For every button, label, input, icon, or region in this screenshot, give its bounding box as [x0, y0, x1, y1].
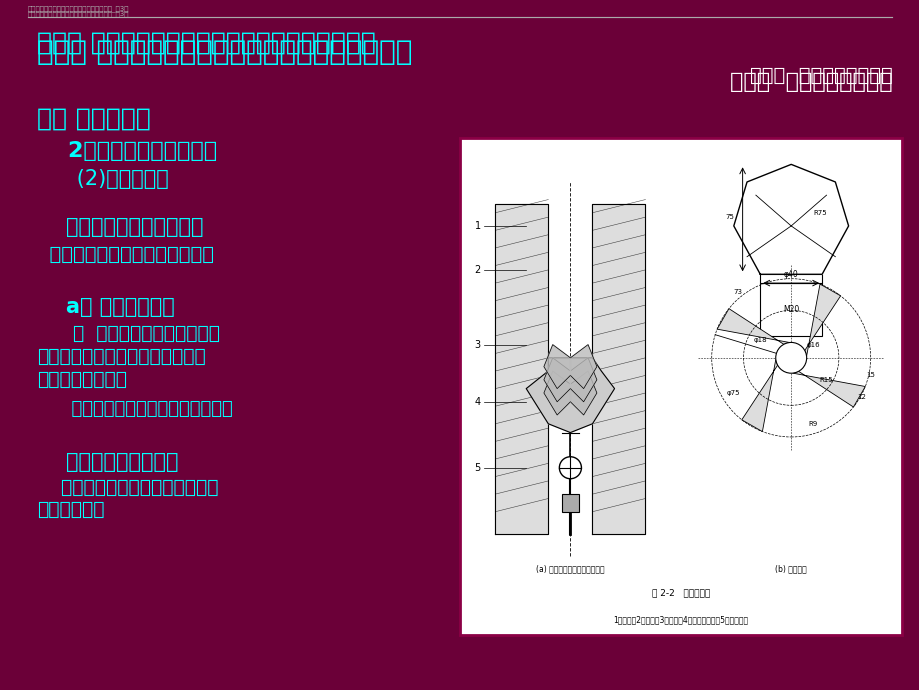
Text: (a) 铰锥式刀头在管内清除积垢: (a) 铰锥式刀头在管内清除积垢 — [536, 564, 604, 573]
FancyBboxPatch shape — [460, 138, 901, 635]
Text: 1一积垢；2一管子；3一刀头；4一万向联轴器；5一传动软轴: 1一积垢；2一管子；3一刀头；4一万向联轴器；5一传动软轴 — [613, 615, 747, 624]
Text: 第二章 制冷与空调系统安装、维修的主要操作工艺: 第二章 制冷与空调系统安装、维修的主要操作工艺 — [37, 31, 375, 55]
Text: 第一节  部件的清洗和干燥: 第一节 部件的清洗和干燥 — [729, 72, 891, 92]
Text: 5: 5 — [474, 463, 481, 473]
Text: (2)机械除垢法: (2)机械除垢法 — [37, 169, 168, 189]
Text: φ18: φ18 — [753, 337, 766, 343]
Text: 方  法：用刮刀接在钢丝软轴: 方 法：用刮刀接在钢丝软轴 — [37, 324, 220, 344]
Polygon shape — [570, 344, 596, 388]
Text: R9: R9 — [808, 421, 817, 427]
Polygon shape — [733, 164, 847, 275]
Text: 3: 3 — [474, 339, 481, 350]
Text: R15: R15 — [819, 377, 833, 383]
Text: 15: 15 — [866, 373, 874, 378]
Text: φ40: φ40 — [783, 270, 798, 279]
Text: a、 电动机械除垢: a、 电动机械除垢 — [37, 297, 175, 317]
Polygon shape — [494, 204, 548, 533]
Text: 铰锥式刀头、铣轮式刀头和机械: 铰锥式刀头、铣轮式刀头和机械 — [37, 477, 218, 497]
Text: φ75: φ75 — [726, 390, 740, 396]
Bar — [561, 494, 579, 512]
Polygon shape — [592, 204, 645, 533]
Text: 机械除垢的常用方法有：: 机械除垢的常用方法有： — [37, 217, 203, 237]
Text: 上，另一端接在电机轴上，开动电: 上，另一端接在电机轴上，开动电 — [37, 347, 205, 366]
Text: 第一节  部件的清洗和干燥: 第一节 部件的清洗和干燥 — [749, 66, 891, 85]
Polygon shape — [570, 358, 596, 402]
Polygon shape — [792, 371, 865, 407]
Text: 全套清理工具包括：: 全套清理工具包括： — [37, 452, 178, 472]
Circle shape — [775, 342, 806, 373]
Bar — [759, 283, 822, 336]
Text: 图 2-2   铰锥式刀头: 图 2-2 铰锥式刀头 — [651, 589, 709, 598]
Text: 2: 2 — [474, 265, 481, 275]
Text: 73: 73 — [733, 289, 742, 295]
Polygon shape — [543, 371, 570, 415]
Text: 电动机械除垢和水力机械除垢。: 电动机械除垢和水力机械除垢。 — [37, 245, 213, 264]
Text: 动机可刮除水垢。: 动机可刮除水垢。 — [37, 370, 127, 389]
Text: 4: 4 — [474, 397, 481, 407]
Text: φ16: φ16 — [806, 342, 819, 348]
Text: 75: 75 — [724, 214, 733, 220]
Text: 刷子等三种。: 刷子等三种。 — [37, 500, 104, 520]
Text: 12: 12 — [857, 395, 866, 400]
Text: 一、 部件的清洗: 一、 部件的清洗 — [37, 107, 151, 131]
Circle shape — [559, 457, 581, 479]
Text: 制冷与空调系统安装维修的主要操作工艺课件_第3页: 制冷与空调系统安装维修的主要操作工艺课件_第3页 — [28, 10, 129, 17]
Text: 第二章 制冷与空调系统安装、维修的主要操作工艺: 第二章 制冷与空调系统安装、维修的主要操作工艺 — [37, 38, 412, 66]
Text: 2．水冷式冷凝器的清洗: 2．水冷式冷凝器的清洗 — [37, 141, 217, 161]
Polygon shape — [716, 308, 789, 344]
Polygon shape — [526, 358, 614, 433]
Text: (b) 刀头结构: (b) 刀头结构 — [775, 564, 806, 573]
Text: R75: R75 — [812, 210, 826, 216]
Polygon shape — [543, 358, 570, 402]
Polygon shape — [804, 284, 840, 356]
Text: M20: M20 — [782, 305, 799, 314]
Text: 制冷与空调系统安装维修的主要操作工艺课件_第3页: 制冷与空调系统安装维修的主要操作工艺课件_第3页 — [28, 5, 129, 12]
Polygon shape — [543, 344, 570, 388]
Text: 1: 1 — [474, 221, 481, 231]
Text: 图为铰锥式刀头在管内清除积垢。: 图为铰锥式刀头在管内清除积垢。 — [37, 400, 233, 418]
Bar — [759, 275, 822, 283]
Polygon shape — [741, 359, 777, 431]
Polygon shape — [570, 371, 596, 415]
